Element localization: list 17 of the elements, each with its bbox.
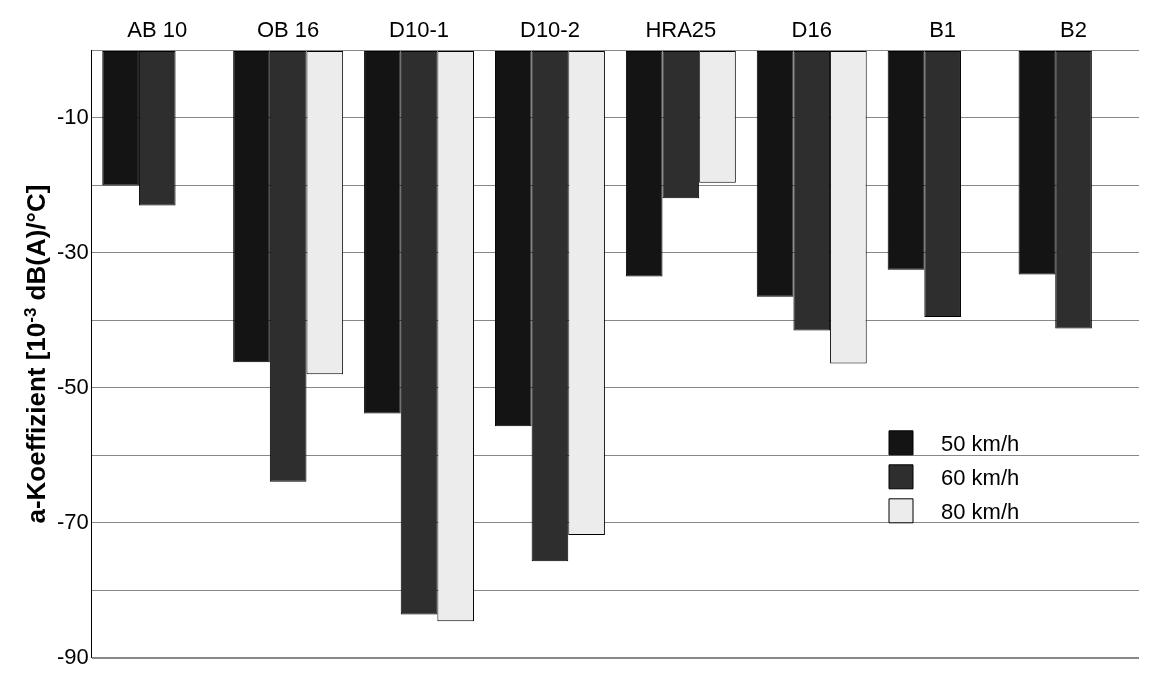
x-tick-label: D16 [791, 17, 832, 43]
y-tick-label: -90 [57, 643, 89, 669]
y-tick-label: -50 [57, 373, 89, 399]
x-tick-label: D10-2 [519, 17, 580, 43]
legend-label: 50 km/h [941, 430, 1020, 456]
x-tick-label: B1 [929, 17, 957, 43]
y-tick-label: -10 [57, 103, 89, 129]
y-axis-title: a-Koeffizient [10-3 dB(A)/°C] [21, 184, 51, 524]
legend-label: 80 km/h [941, 498, 1020, 524]
x-tick-label: HRA25 [645, 17, 717, 43]
y-tick-label: -70 [57, 508, 89, 534]
x-tick-label: B2 [1060, 17, 1088, 43]
y-tick-label: -30 [57, 238, 89, 264]
legend-label: 60 km/h [941, 464, 1020, 490]
x-tick-label: OB 16 [256, 17, 320, 43]
x-tick-label: AB 10 [127, 17, 188, 43]
x-tick-label: D10-1 [389, 17, 450, 43]
